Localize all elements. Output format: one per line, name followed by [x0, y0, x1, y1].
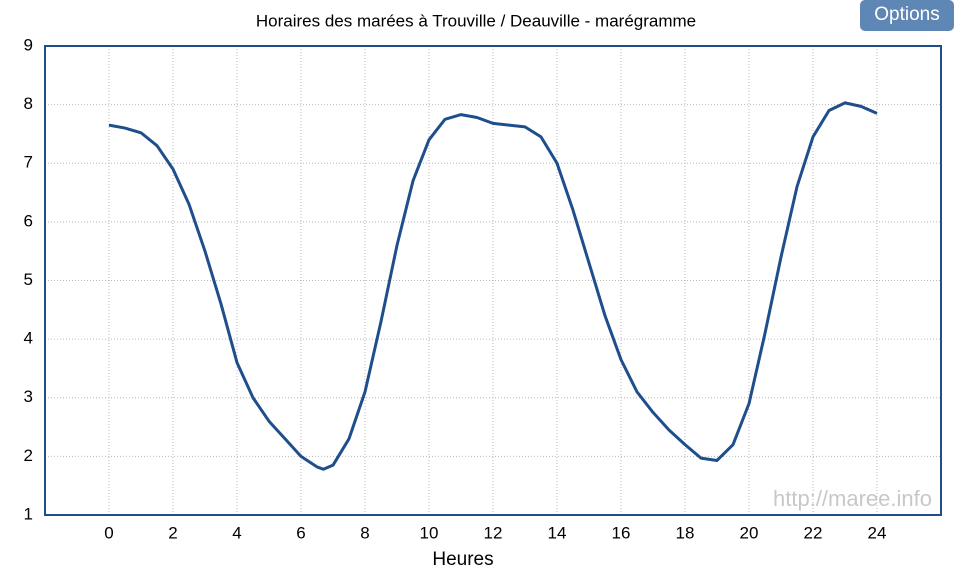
x-tick-label: 8 [360, 523, 369, 542]
chart-title: Horaires des marées à Trouville / Deauvi… [256, 11, 696, 30]
y-tick-label: 1 [24, 504, 33, 523]
options-button[interactable]: Options [860, 0, 954, 31]
tide-line [108, 101, 878, 471]
x-tick-label: 10 [420, 523, 439, 542]
x-tick-label: 24 [868, 523, 887, 542]
x-tick-label: 12 [484, 523, 503, 542]
y-tick-label: 9 [24, 35, 33, 54]
y-tick-label: 2 [24, 446, 33, 465]
x-tick-label: 6 [296, 523, 305, 542]
x-axis-label: Heures [432, 549, 493, 570]
y-tick-label: 6 [24, 211, 33, 230]
x-tick-label: 0 [104, 523, 113, 542]
y-tick-label: 8 [24, 94, 33, 113]
plot-border [44, 45, 942, 516]
watermark: http://maree.info [773, 486, 932, 511]
x-tick-label: 22 [804, 523, 823, 542]
x-tick-label: 18 [676, 523, 695, 542]
y-tick-label: 3 [24, 387, 33, 406]
y-tick-label: 7 [24, 153, 33, 172]
x-tick-label: 4 [232, 523, 241, 542]
x-tick-label: 14 [548, 523, 567, 542]
x-tick-label: 20 [740, 523, 759, 542]
y-tick-label: 4 [24, 329, 33, 348]
x-tick-label: 16 [612, 523, 631, 542]
x-tick-label: 2 [168, 523, 177, 542]
y-tick-label: 5 [24, 270, 33, 289]
